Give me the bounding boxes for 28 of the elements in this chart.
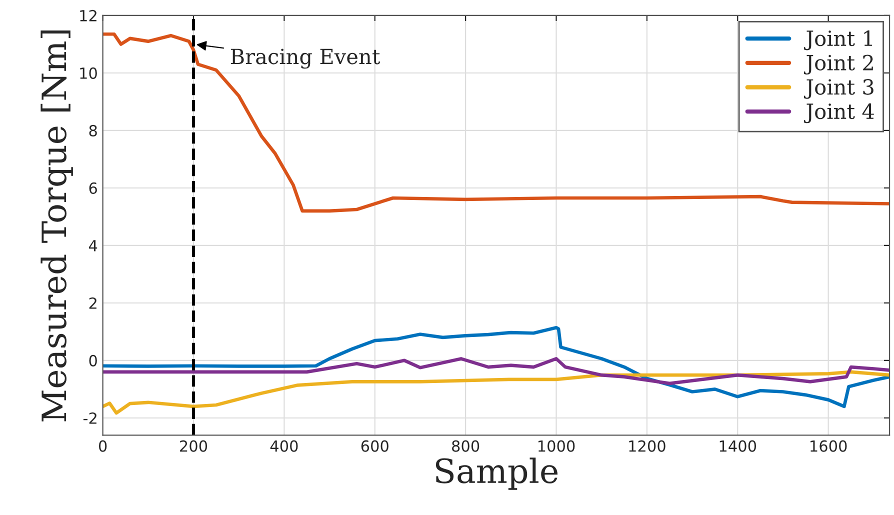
line-series bbox=[102, 370, 890, 415]
x-tick-label: 800 bbox=[452, 440, 480, 452]
x-tick-label: 1000 bbox=[538, 440, 575, 452]
y-tick-label: 2 bbox=[89, 297, 96, 309]
x-axis-title: Sample bbox=[436, 458, 558, 490]
x-tick-label: 400 bbox=[270, 440, 298, 452]
x-tick-label: 600 bbox=[361, 440, 388, 452]
x-tick-label: 1200 bbox=[629, 440, 666, 452]
y-tick-label: 8 bbox=[89, 124, 97, 136]
x-tick-label: 0 bbox=[98, 440, 107, 452]
y-tick-label: 4 bbox=[88, 240, 98, 252]
x-tick-label: 1400 bbox=[720, 440, 756, 452]
y-tick-label: -2 bbox=[83, 412, 96, 424]
line-series bbox=[102, 32, 890, 213]
y-axis-title: Measured Torque [Nm] bbox=[40, 30, 73, 422]
y-tick-label: 12 bbox=[80, 10, 96, 22]
x-tick-label: 200 bbox=[180, 440, 208, 452]
line-series bbox=[102, 326, 890, 408]
line-series bbox=[102, 357, 890, 386]
legend-label: Joint 4 bbox=[804, 103, 874, 124]
x-tick-label: 1600 bbox=[810, 440, 847, 452]
legend-label: Joint 2 bbox=[804, 54, 873, 75]
legend-label: Joint 1 bbox=[804, 30, 872, 50]
y-tick-label: 0 bbox=[89, 354, 97, 366]
y-tick-label: 6 bbox=[89, 182, 97, 194]
annotation: Bracing Event bbox=[230, 48, 380, 69]
y-tick-label: 10 bbox=[80, 67, 97, 79]
legend-label: Joint 3 bbox=[804, 79, 874, 99]
